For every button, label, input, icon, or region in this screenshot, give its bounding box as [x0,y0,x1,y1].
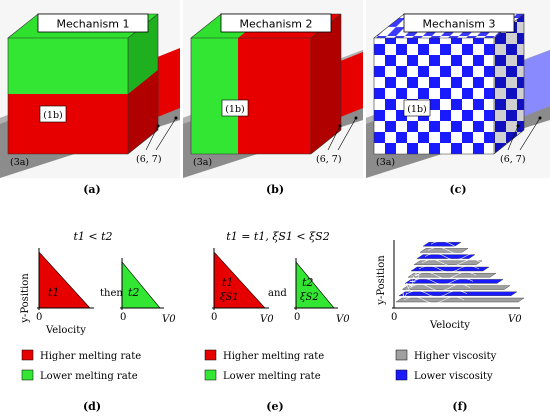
viscosity-stripe [422,241,462,247]
tri2-label-e: t2 [302,276,313,289]
legend-label-d-1: Higher melting rate [40,351,141,362]
region-1b-label-c: (1b) [407,104,427,115]
legend-swatch-f-2 [395,369,408,381]
cube-front-red-b [238,38,311,154]
viscosity-wave [421,259,483,267]
legend-label-f-1: Higher viscosity [414,351,497,362]
viscosity-wave [415,271,477,279]
leader-label-b: (6, 7) [316,154,342,165]
leader-label-a: (6, 7) [136,154,162,165]
viscosity-stripe [413,260,483,265]
title-box-b [220,13,332,33]
region-1b-label-a: (1b) [43,110,63,121]
cube-side-c [494,14,524,154]
viscosity-stripe [416,254,476,259]
viscosity-wave [412,278,474,285]
connector-d: then [100,288,123,299]
ylabel-f: y-Position [376,255,387,306]
viscosity-stripe [398,291,518,296]
triangle-1-d [38,251,91,309]
condition-e: t1 = t1, ξS1 < ξS2 [226,230,329,243]
region-1b-label-b: (1b) [225,104,245,115]
viscosity-wave [406,290,468,298]
viscosity-stripe [419,248,469,253]
viscosity-wave [418,265,480,273]
cube-front-green-a [8,38,128,94]
cube-side-red-b [311,14,341,154]
x0-d: 0 [36,312,42,323]
viscosity-wave [424,253,486,260]
panel-f: y-Position Z-Axis 0 V0 Velocity Higher v… [376,240,525,413]
tri1-label-d: t1 [48,286,59,299]
panel-b-title: Mechanism 2 [240,18,313,31]
viscosity-wave [403,296,465,304]
region-1b-box-b [221,99,249,117]
cube-front-c [374,38,494,154]
region-3a-label-c: (3a) [376,157,395,168]
viscosity-wave [430,240,492,248]
panel-letter-a: (a) [83,183,101,196]
condition-d: t1 < t2 [73,230,112,243]
region-1b-box-a [39,105,67,123]
legend-swatch-e-1 [204,349,217,361]
legend-swatch-d-2 [21,369,34,381]
xlabel-d: Velocity [45,325,86,336]
tri1-label-e: t1 [222,276,233,289]
cube-front-green-b [191,38,238,154]
tri2-sub-e: ξS2 [300,292,319,303]
channel-c [520,50,550,118]
xlabel-f: Velocity [429,320,470,331]
x0-f: 0 [391,312,397,323]
panel-letter-c: (c) [449,183,466,196]
viscosity-stripe [395,297,525,303]
xmax-d: V0 [162,314,176,325]
panel-e: t1 = t1, ξS1 < ξS2 t1 ξS1 and t2 ξS2 0 0… [204,230,350,413]
viscosity-wave [409,284,471,291]
legend-label-f-2: Lower viscosity [414,371,493,382]
legend-swatch-f-1 [395,349,408,361]
channel-b [338,52,363,118]
cube-front-red-a [8,94,128,154]
viscosity-stripe [404,279,504,284]
xmax-e-2: V0 [336,314,350,325]
cube-side-red-a [128,70,158,154]
x0-e-2: 0 [294,312,300,323]
viscosity-stripe [401,285,511,290]
panel-letter-e: (e) [266,400,283,413]
legend-label-d-2: Lower melting rate [40,371,138,382]
panel-a-title: Mechanism 1 [57,18,130,31]
xmax-f: V0 [508,314,522,325]
legend-label-e-1: Higher melting rate [223,351,324,362]
panel-a: Mechanism 1 (1b) (3a) (6, 7) (a) [0,0,180,196]
cube-side-green-a [128,14,158,94]
panel-c-title: Mechanism 3 [423,18,496,31]
x0-d-2: 0 [120,312,126,323]
panel-letter-f: (f) [452,400,467,413]
legend-swatch-d-1 [21,349,34,361]
tri2-label-d: t2 [128,286,139,299]
viscosity-stripe [410,266,490,272]
viscosity-stripes [395,240,525,304]
panel-b: Mechanism 2 (1b) (3a) (6, 7) (b) [183,0,363,196]
leader-label-c: (6, 7) [500,154,526,165]
region-3a-label-a: (3a) [10,157,29,168]
viscosity-wave [427,247,489,254]
ylabel-d: y-Position [20,273,31,324]
panel-d: t1 < t2 y-Position t1 then t2 0 0 V0 Vel… [20,230,176,413]
panel-letter-b: (b) [266,183,284,196]
panel-letter-d: (d) [83,400,101,413]
x0-e: 0 [211,312,217,323]
connector-e: and [268,288,287,299]
tri1-sub-e: ξS1 [220,292,239,303]
legend-swatch-e-2 [204,369,217,381]
title-box-a [37,13,149,33]
title-box-c [403,13,515,33]
panel-c: Mechanism 3 (1b) (3a) (6, 7) (c) [366,0,550,196]
xmax-e: V0 [260,314,274,325]
region-1b-box-c [403,99,431,117]
region-3a-label-b: (3a) [193,157,212,168]
legend-label-e-2: Lower melting rate [223,371,321,382]
triangle-2-d [121,261,161,309]
